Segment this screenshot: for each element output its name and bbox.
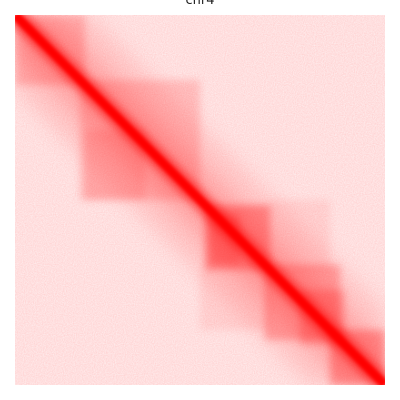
chart-title: chr4 xyxy=(185,0,214,8)
contact-map xyxy=(15,15,385,385)
diagonal xyxy=(15,15,385,385)
